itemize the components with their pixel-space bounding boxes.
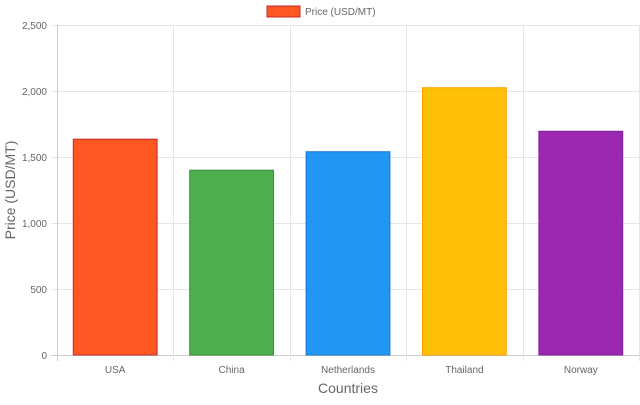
y-axis-ticks: 0 500 1,000 1,500 2,000 2,500 xyxy=(22,21,47,362)
x-axis-ticks: USA China Netherlands Thailand Norway xyxy=(105,365,598,376)
bar-norway[interactable] xyxy=(538,130,624,356)
x-tick-label: China xyxy=(219,365,246,376)
y-tick-label: 1,500 xyxy=(22,153,47,164)
x-tick-label: Netherlands xyxy=(321,365,375,376)
legend-swatch[interactable] xyxy=(266,5,301,18)
y-tick-label: 500 xyxy=(30,285,47,296)
x-axis-title: Countries xyxy=(318,380,378,396)
x-tick-label: Thailand xyxy=(445,365,483,376)
y-tick-label: 2,000 xyxy=(22,87,47,98)
legend[interactable]: Price (USD/MT) xyxy=(266,5,376,18)
bar-china[interactable] xyxy=(189,169,275,356)
bar-netherlands[interactable] xyxy=(305,151,391,356)
y-tick-label: 0 xyxy=(41,351,47,362)
bar-usa[interactable] xyxy=(72,138,158,356)
y-tick-label: 2,500 xyxy=(22,21,47,32)
bar-thailand[interactable] xyxy=(421,87,507,356)
x-tick-label: USA xyxy=(105,365,126,376)
y-axis-title: Price (USD/MT) xyxy=(2,141,18,240)
legend-label[interactable]: Price (USD/MT) xyxy=(305,7,376,18)
y-tick-label: 1,000 xyxy=(22,219,47,230)
x-tick-label: Norway xyxy=(564,365,598,376)
bars xyxy=(72,87,624,356)
